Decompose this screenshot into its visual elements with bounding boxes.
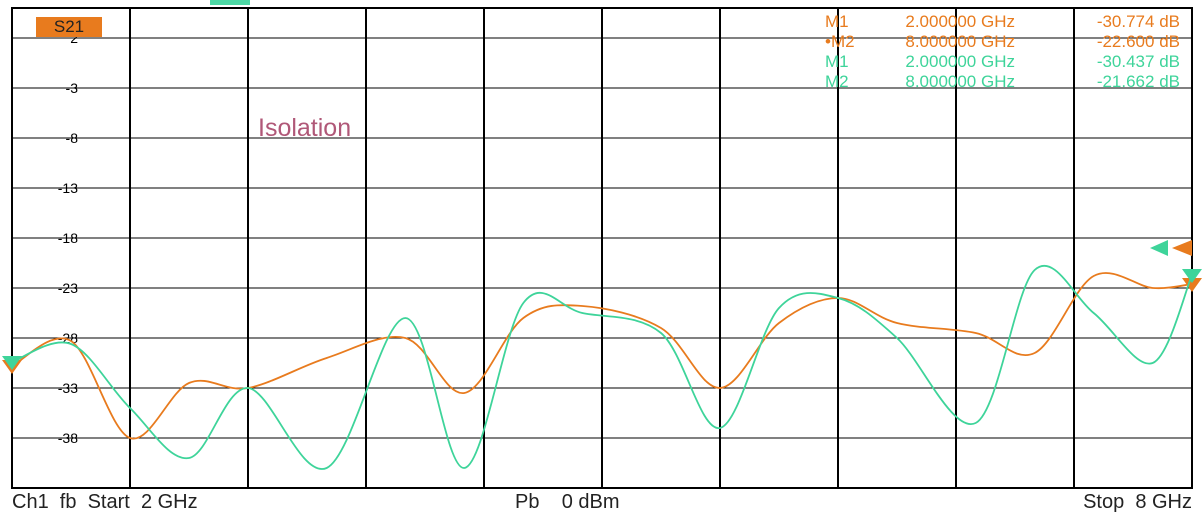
power-label: Pb 0 dBm: [515, 491, 620, 513]
annotation-label: Isolation: [258, 114, 352, 142]
trace-label[interactable]: S21: [36, 17, 102, 37]
series-line-1: [11, 264, 1193, 470]
y-tick-label: -3: [66, 80, 79, 96]
marker-row: M1 2.000000 GHz -30.774 dB: [825, 12, 1180, 31]
marker-row: M2 8.000000 GHz -21.662 dB: [825, 72, 1180, 91]
reference-arrow-icon: [1172, 240, 1192, 256]
marker-row: M1 2.000000 GHz -30.437 dB: [825, 52, 1180, 71]
y-tick-label: -18: [58, 230, 78, 246]
marker-readout: M1 2.000000 GHz -30.774 dB •M2 8.000000 GHz…: [825, 12, 1180, 92]
reference-arrow-icon: [1150, 240, 1168, 256]
y-tick-label: -38: [58, 430, 78, 446]
channel-start-label: Ch1 fb Start 2 GHz: [12, 491, 198, 513]
marker-m1-triangle: [2, 356, 22, 370]
status-footer: Ch1 fb Start 2 GHz Pb 0 dBm Stop 8 GHz: [0, 488, 1202, 516]
marker-row: •M2 8.000000 GHz -22.600 dB: [825, 32, 1180, 51]
series-line-0: [11, 272, 1193, 440]
y-tick-label: -33: [58, 380, 78, 396]
y-tick-label: -23: [58, 280, 78, 296]
marker-m2-triangle: [1182, 278, 1202, 292]
y-tick-label: 2: [70, 30, 78, 46]
channel-tab[interactable]: [210, 0, 250, 5]
y-tick-label: -8: [66, 130, 79, 146]
stop-label: Stop 8 GHz: [1083, 491, 1192, 513]
marker-m2-triangle: [1182, 269, 1202, 283]
y-tick-label: -13: [58, 180, 78, 196]
